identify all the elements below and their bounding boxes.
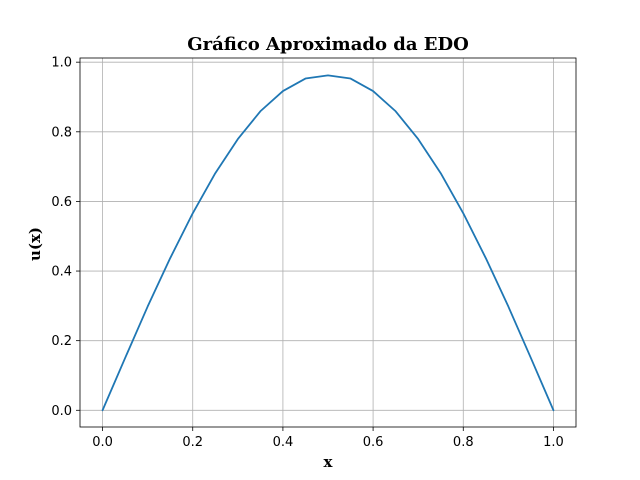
series-layer: [101, 74, 555, 412]
ticks-layer: 0.0 0.2 0.4 0.6 0.8 1.0 0.0 0.2 0.4 0.6 0.8 1.0: [51, 56, 563, 450]
y-tick-label: 0.4: [51, 265, 72, 280]
y-tick-label: 0.0: [51, 404, 72, 419]
x-tick-label: 0.8: [453, 435, 474, 450]
y-tick-label: 0.6: [51, 195, 72, 210]
plot-frame: [79, 57, 577, 428]
series-line: [101, 74, 555, 412]
x-tick-label: 0.6: [363, 435, 384, 450]
y-axis-label: u(x): [26, 227, 44, 261]
x-tick-label: 0.2: [182, 435, 203, 450]
chart-title: Gráfico Aproximado da EDO: [187, 34, 469, 55]
x-tick-label: 0.4: [273, 435, 294, 450]
y-tick-label: 0.2: [51, 334, 72, 349]
grid-layer: [80, 58, 576, 427]
x-tick-label: 0.0: [92, 435, 113, 450]
y-tick-label: 1.0: [51, 56, 72, 71]
x-axis-label: x: [324, 453, 334, 471]
x-tick-label: 1.0: [543, 435, 564, 450]
y-tick-label: 0.8: [51, 125, 72, 140]
